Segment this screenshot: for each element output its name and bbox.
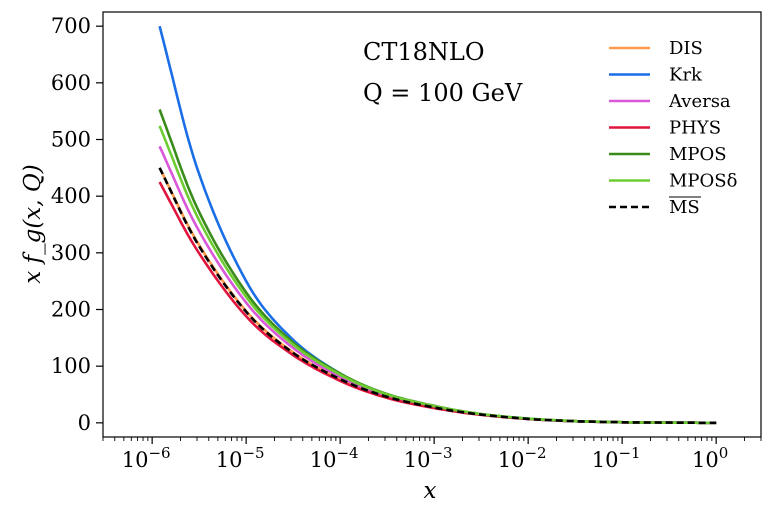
legend-label-6: MS (669, 197, 700, 218)
y-tick-label: 500 (51, 128, 91, 152)
series-line-3 (158, 181, 717, 425)
x-tick-label: 10−5 (216, 444, 265, 472)
plot-frame (102, 11, 762, 438)
x-tick-label: 10−1 (592, 444, 641, 472)
legend-label-4: MPOS (669, 144, 727, 165)
series-line-4 (158, 109, 717, 425)
x-tick-label: 10−2 (498, 444, 547, 472)
y-tick-label: 400 (51, 184, 91, 208)
y-tick-label: 300 (51, 241, 91, 265)
y-tick-label: 200 (51, 298, 91, 322)
y-tick-label: 700 (51, 14, 91, 38)
y-tick-label: 100 (51, 354, 91, 378)
legend-label-3: PHYS (669, 118, 721, 139)
series-line-6 (158, 167, 717, 425)
x-axis-label: x (424, 478, 437, 504)
ticks-layer: 0 100 200 300 400 500 600 700 10−6 10−5 10−4 10−3 10… (51, 14, 762, 472)
legend-label-5: MPOSδ (669, 171, 737, 192)
x-tick-label: 10−3 (404, 444, 453, 472)
legend-label-0: DIS (669, 38, 703, 59)
y-tick-label: 600 (51, 71, 91, 95)
annotation-model: CT18NLO (363, 38, 485, 66)
y-tick-label: 0 (78, 411, 91, 435)
series-line-2 (158, 145, 717, 425)
x-tick-label: 10−4 (310, 444, 359, 472)
legend: DIS Krk Aversa PHYS MPOS MPOSδ MS (609, 38, 737, 218)
x-tick-label: 10−6 (122, 444, 171, 472)
annotation-scale: Q = 100 GeV (363, 79, 523, 107)
x-tick-label: 100 (692, 444, 728, 472)
series-layer (158, 25, 717, 425)
legend-label-1: Krk (669, 65, 703, 86)
legend-label-2: Aversa (668, 91, 731, 112)
y-axis-label: x f_g(x, Q) (20, 164, 46, 283)
